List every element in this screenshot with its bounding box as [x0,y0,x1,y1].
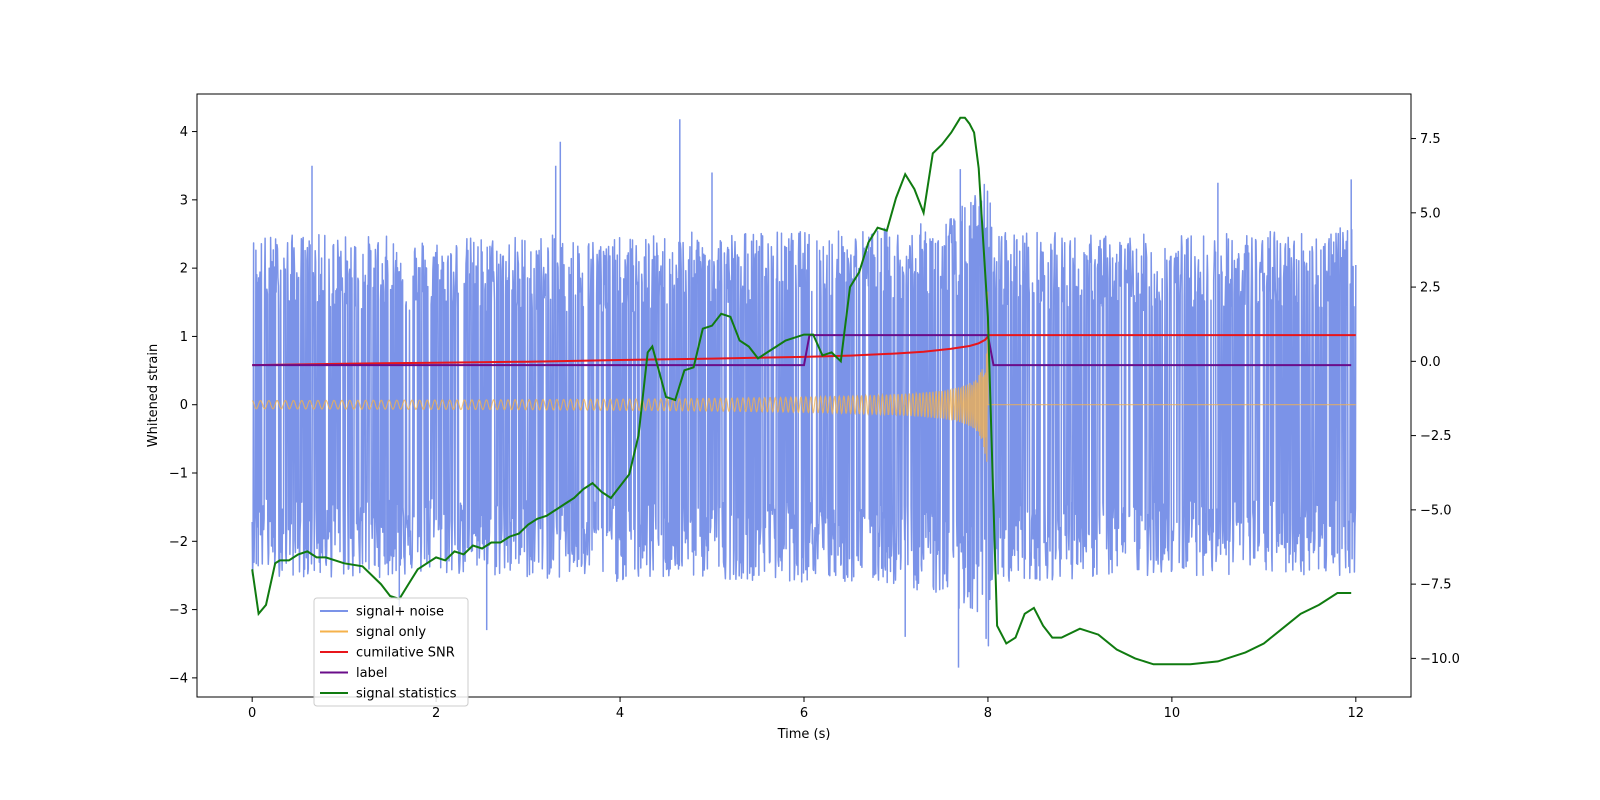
y2-tick-label: 7.5 [1420,132,1441,147]
x-tick-label: 12 [1348,706,1365,721]
y-tick-label: −1 [169,467,188,482]
y-tick-label: 1 [180,330,188,345]
y-axis-right: −10.0 −7.5 −5.0 −2.5 0.0 2.5 5.0 7.5 [1411,132,1460,667]
y-axis-left: −4 −3 −2 −1 0 1 2 3 4 [169,125,197,686]
legend-entry: signal only [356,625,426,640]
y-tick-label: −3 [169,603,188,618]
y-tick-label: −4 [169,671,188,686]
y2-tick-label: −10.0 [1420,652,1460,667]
series-cumulative-snr [252,334,1356,367]
x-tick-label: 4 [616,706,624,721]
series-label [252,334,1352,367]
y-tick-label: 0 [180,398,188,413]
series-layer [251,116,1357,668]
legend-box [313,597,469,707]
x-axis-label: Time (s) [777,727,831,742]
y-tick-label: 3 [180,193,188,208]
legend: signal+ noise signal only cumilative SNR la… [313,597,469,707]
series-signal-noise [251,119,1357,668]
y-tick-label: −2 [169,535,188,550]
y2-tick-label: −2.5 [1420,429,1452,444]
x-tick-label: 6 [800,706,808,721]
x-tick-label: 8 [984,706,992,721]
series-signal-only [251,291,1356,462]
y-tick-label: 2 [180,262,188,277]
y2-tick-label: 2.5 [1420,281,1441,296]
series-signal-statistics [251,116,1352,666]
y-axis-label: Whitened strain [146,344,161,447]
y-tick-label: 4 [180,125,188,140]
x-tick-label: 2 [432,706,440,721]
y2-tick-label: 0.0 [1420,355,1441,370]
x-tick-label: 0 [248,706,256,721]
legend-entry: label [356,666,387,681]
legend-entry: signal statistics [356,687,457,702]
y2-tick-label: −5.0 [1420,503,1452,518]
y2-tick-label: −7.5 [1420,578,1452,593]
x-tick-label: 10 [1164,706,1181,721]
legend-entry: signal+ noise [356,605,444,620]
legend-entry: cumilative SNR [356,646,455,661]
x-axis: 0 2 4 6 8 10 12 [248,697,1364,721]
y2-tick-label: 5.0 [1420,206,1441,221]
